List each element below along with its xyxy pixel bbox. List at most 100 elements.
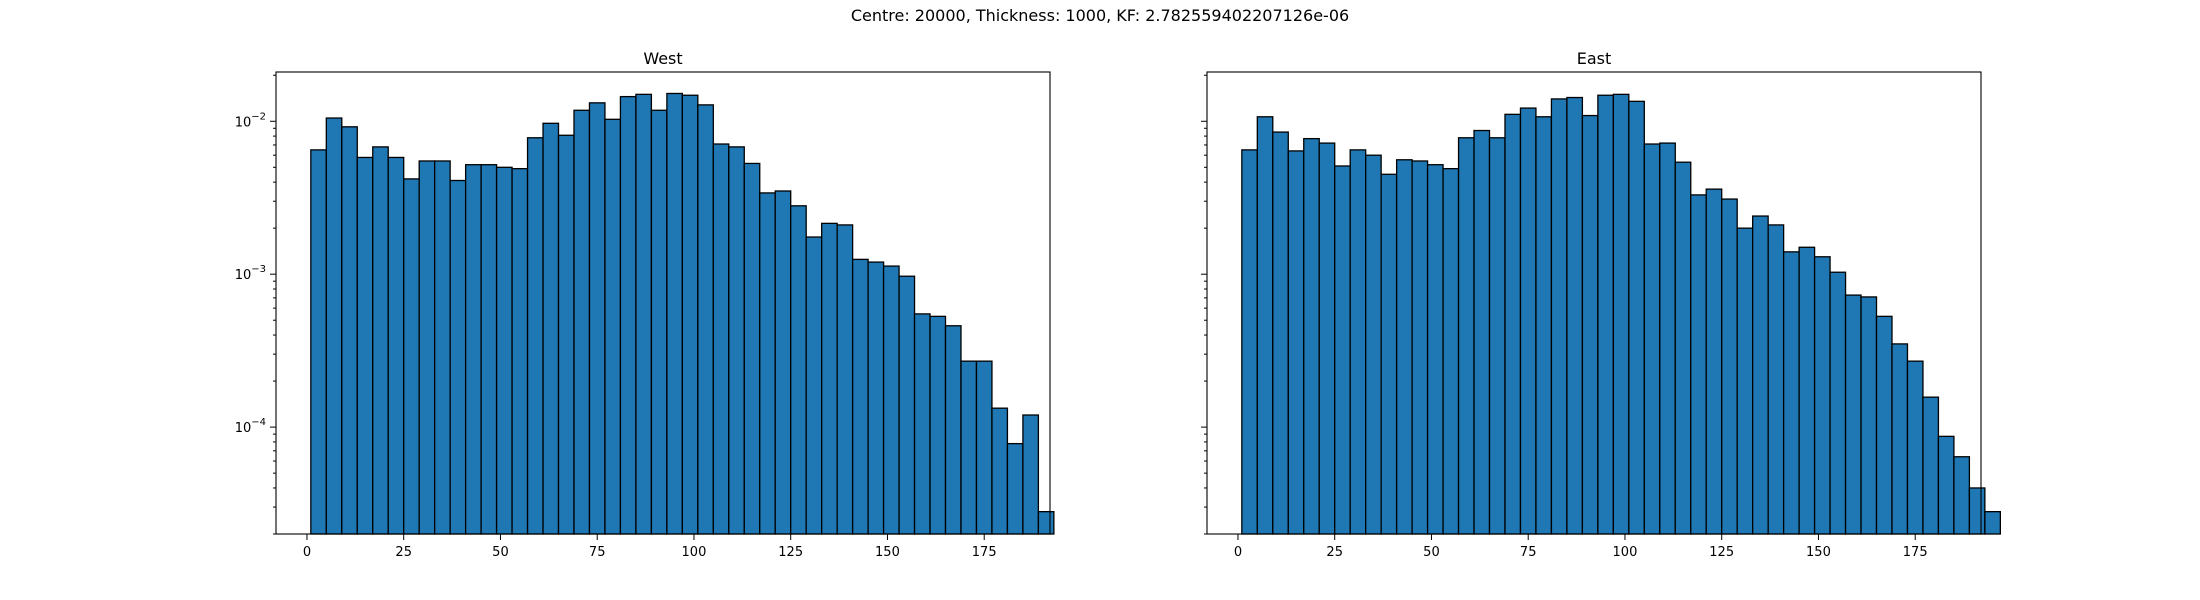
x-tick-label: 100 xyxy=(1613,545,1638,560)
histogram-bar xyxy=(526,137,544,535)
histogram-bar xyxy=(1256,116,1274,535)
histogram-bar xyxy=(944,325,962,535)
histogram-bar xyxy=(898,275,916,535)
histogram-bar xyxy=(325,117,343,535)
histogram-bar xyxy=(743,162,761,535)
histogram-bar xyxy=(372,146,389,535)
histogram-bar xyxy=(542,122,560,535)
histogram-bar xyxy=(851,258,869,535)
histogram-bar xyxy=(341,126,358,535)
histogram-bar xyxy=(1473,129,1491,535)
histogram-bar xyxy=(310,149,327,535)
x-tick-label: 100 xyxy=(682,545,707,560)
histogram-bar xyxy=(1457,137,1475,535)
x-tick-label: 150 xyxy=(1806,545,1831,560)
histogram-bar xyxy=(356,156,374,535)
x-tick-label: 125 xyxy=(1709,545,1734,560)
histogram-bar xyxy=(650,109,668,535)
histogram-bar xyxy=(774,190,792,535)
histogram-bar xyxy=(387,156,405,535)
x-tick-label: 75 xyxy=(1520,545,1537,560)
histogram-bar xyxy=(1690,194,1707,535)
histogram-bar xyxy=(1241,149,1258,535)
east-histogram: East 0 25 50 75 100 125 150 175 xyxy=(1201,49,2001,560)
x-tick-label: 25 xyxy=(395,545,412,560)
histogram-bar xyxy=(573,109,591,535)
histogram-bar xyxy=(1721,198,1738,535)
histogram-bar xyxy=(1829,271,1847,535)
histogram-bar xyxy=(1411,160,1429,535)
histogram-bar xyxy=(1318,142,1336,535)
histogram-bar xyxy=(1705,188,1723,535)
x-tick-label: 25 xyxy=(1326,545,1343,560)
histogram-bar xyxy=(1504,113,1522,535)
histogram-bar xyxy=(1037,510,1055,535)
histogram-bar xyxy=(1597,94,1614,535)
histogram-bar xyxy=(1550,98,1568,535)
histogram-bar xyxy=(712,143,730,535)
histogram-bar xyxy=(882,265,900,535)
figure-suptitle: Centre: 20000, Thickness: 1000, KF: 2.78… xyxy=(850,6,1350,25)
histogram-bar xyxy=(588,102,606,535)
histogram-bar xyxy=(1984,510,2001,535)
histogram-bar xyxy=(1813,256,1831,535)
histogram-bar xyxy=(836,224,854,535)
histogram-bar xyxy=(867,261,885,535)
histogram-bar xyxy=(1891,343,1909,535)
histogram-bar xyxy=(805,236,823,535)
histogram-bar xyxy=(1535,116,1553,535)
histogram-bar xyxy=(1022,414,1040,535)
x-tick-label: 75 xyxy=(589,545,606,560)
axes-frame xyxy=(1206,71,1982,535)
histogram-bar xyxy=(1659,142,1676,535)
histogram-bar xyxy=(821,222,838,535)
histogram-bar xyxy=(1612,93,1630,535)
histogram-bar xyxy=(1006,442,1024,535)
histogram-bar xyxy=(1875,315,1893,535)
histogram-bar xyxy=(1767,224,1785,535)
histogram-bar xyxy=(635,93,653,535)
histogram-bar xyxy=(480,164,498,535)
y-tick-label: 10−2 xyxy=(235,111,266,130)
histogram-bar xyxy=(1488,137,1506,535)
histogram-bar xyxy=(495,166,513,535)
panel-title: East xyxy=(1577,49,1612,68)
x-tick-label: 0 xyxy=(1234,545,1242,560)
histogram-bar xyxy=(697,104,714,535)
histogram-bar xyxy=(991,407,1009,535)
histogram-bar xyxy=(557,134,575,535)
x-tick-label: 50 xyxy=(1423,545,1440,560)
histogram-bar xyxy=(604,118,622,535)
axes-frame xyxy=(275,71,1051,535)
histogram-bar xyxy=(975,360,993,535)
histogram-bar xyxy=(418,160,436,535)
histogram-bar xyxy=(1287,150,1305,535)
histogram-bar xyxy=(464,164,482,535)
x-tick-label: 150 xyxy=(875,545,900,560)
histogram-bar xyxy=(960,360,978,535)
histogram-bar xyxy=(929,315,947,535)
histogram-bar xyxy=(1581,114,1599,535)
x-tick-label: 50 xyxy=(492,545,509,560)
histogram-bar xyxy=(1968,487,1986,535)
histogram-bar xyxy=(1303,137,1320,535)
y-tick-label: 10−4 xyxy=(235,417,266,436)
histogram-bar xyxy=(1844,294,1862,535)
histogram-bar xyxy=(403,178,420,535)
histogram-bar xyxy=(1272,131,1289,535)
histogram-bar xyxy=(449,179,467,535)
x-tick-label: 175 xyxy=(972,545,997,560)
histogram-bar xyxy=(913,313,931,535)
histogram-bar xyxy=(1566,96,1584,535)
histogram-bar xyxy=(1380,173,1398,535)
x-tick-label: 0 xyxy=(303,545,311,560)
histogram-bar xyxy=(1674,161,1692,535)
histogram-bar xyxy=(511,167,529,535)
histogram-bar xyxy=(1937,435,1955,535)
panel-title: West xyxy=(643,49,682,68)
west-histogram: West 0 25 50 75 100 125 150 175 10−4 10−3 10−2 xyxy=(235,49,1055,560)
histogram-bar xyxy=(1349,149,1367,535)
histogram-bar xyxy=(1442,167,1460,535)
histogram-bar xyxy=(1334,165,1351,535)
